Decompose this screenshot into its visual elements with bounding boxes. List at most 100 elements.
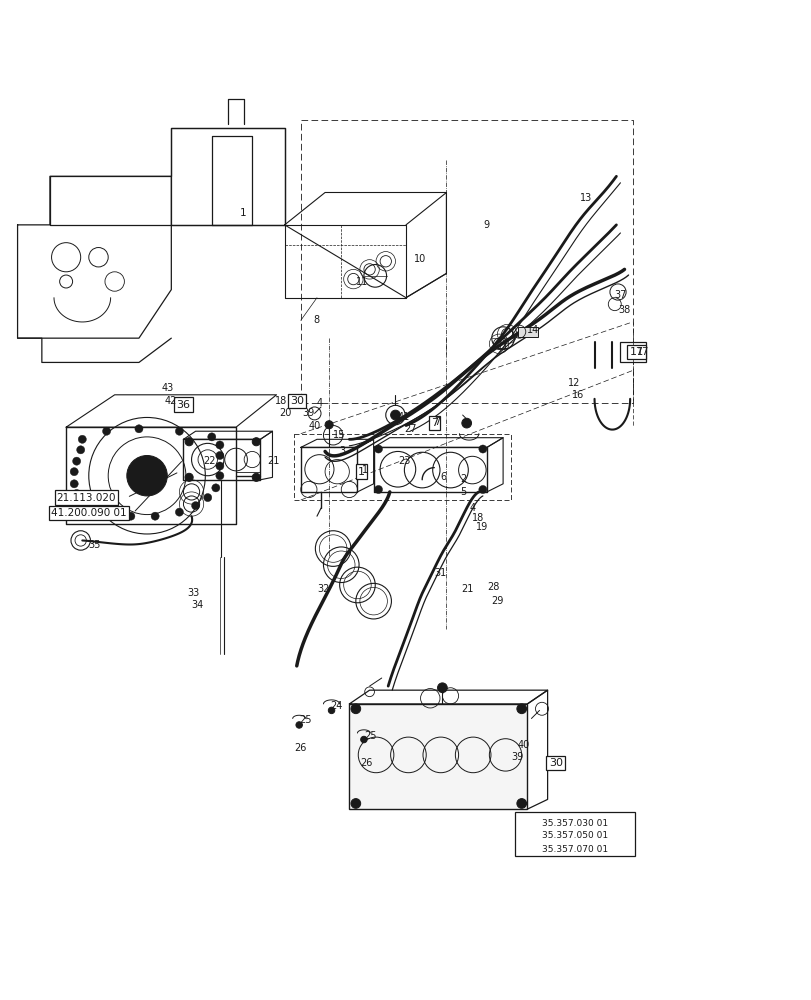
Text: 9: 9 [483, 220, 488, 230]
Text: 23: 23 [397, 456, 410, 466]
Circle shape [374, 485, 382, 494]
Text: 35: 35 [88, 540, 101, 550]
Circle shape [76, 446, 84, 454]
Circle shape [102, 508, 110, 516]
Text: 22: 22 [204, 456, 216, 466]
Text: 11: 11 [355, 277, 367, 287]
Text: 18: 18 [472, 513, 484, 523]
Circle shape [390, 410, 400, 420]
Circle shape [204, 494, 212, 502]
Circle shape [252, 473, 260, 481]
Text: 43: 43 [161, 383, 174, 393]
Circle shape [212, 484, 220, 492]
Circle shape [350, 799, 360, 808]
Text: 37: 37 [614, 290, 626, 300]
Text: 13: 13 [579, 193, 591, 203]
Text: 41: 41 [397, 412, 410, 422]
Text: 39: 39 [302, 408, 315, 418]
Text: 30: 30 [290, 396, 303, 406]
Circle shape [78, 435, 86, 443]
Circle shape [216, 472, 224, 480]
Circle shape [478, 485, 487, 494]
Circle shape [191, 502, 200, 510]
Bar [517, 327, 537, 337]
Text: 19: 19 [476, 522, 488, 532]
Text: 39: 39 [511, 752, 523, 762]
Text: 17: 17 [629, 347, 643, 357]
Text: 41.200.090 01: 41.200.090 01 [51, 508, 127, 518]
Circle shape [360, 736, 367, 743]
Text: 11: 11 [496, 341, 508, 351]
Circle shape [295, 722, 302, 728]
Text: 26: 26 [294, 743, 307, 753]
Text: 30: 30 [548, 758, 562, 768]
Text: 4: 4 [469, 503, 474, 513]
Text: 2: 2 [460, 474, 466, 484]
Text: 4: 4 [316, 398, 323, 408]
Bar [349, 704, 526, 809]
Text: 40: 40 [308, 421, 320, 431]
Text: 21: 21 [461, 584, 473, 594]
Text: 20: 20 [279, 408, 291, 418]
Circle shape [350, 704, 360, 714]
Circle shape [328, 707, 334, 714]
Text: 7: 7 [434, 417, 440, 427]
Text: 24: 24 [330, 701, 343, 711]
Circle shape [461, 418, 471, 428]
Text: 25: 25 [363, 731, 376, 741]
Circle shape [185, 473, 193, 481]
Text: 31: 31 [434, 568, 446, 578]
Circle shape [185, 438, 193, 446]
Text: 35.357.070 01: 35.357.070 01 [542, 845, 607, 854]
Circle shape [324, 421, 333, 429]
Text: 35.357.030 01: 35.357.030 01 [542, 819, 607, 828]
Text: 16: 16 [571, 390, 583, 400]
Circle shape [437, 683, 447, 693]
Text: 21: 21 [267, 456, 279, 466]
Text: 6: 6 [440, 472, 445, 482]
Circle shape [70, 480, 78, 488]
Circle shape [72, 489, 80, 498]
Circle shape [127, 512, 135, 520]
Text: 14: 14 [526, 325, 539, 335]
Circle shape [517, 704, 526, 714]
Circle shape [175, 427, 183, 435]
Text: 1: 1 [358, 467, 364, 477]
Text: 17: 17 [636, 347, 648, 357]
Circle shape [70, 468, 78, 476]
Text: 1: 1 [240, 208, 247, 218]
Text: 34: 34 [191, 600, 204, 610]
Circle shape [72, 457, 80, 465]
Circle shape [517, 799, 526, 808]
Text: 40: 40 [517, 740, 530, 750]
Text: 36: 36 [176, 400, 191, 410]
Circle shape [127, 455, 167, 496]
Circle shape [216, 462, 224, 470]
Text: 12: 12 [567, 378, 580, 388]
Text: 3: 3 [339, 446, 345, 456]
Text: 8: 8 [312, 315, 319, 325]
Text: 15: 15 [333, 430, 345, 440]
Circle shape [78, 500, 86, 508]
Text: 21.113.020: 21.113.020 [57, 493, 116, 503]
Circle shape [374, 445, 382, 453]
Text: 29: 29 [491, 596, 503, 606]
Text: 10: 10 [414, 254, 426, 264]
Circle shape [135, 425, 143, 433]
Text: 26: 26 [359, 758, 371, 768]
Text: 28: 28 [487, 582, 499, 592]
Text: 33: 33 [187, 588, 200, 598]
Circle shape [478, 445, 487, 453]
Text: 5: 5 [460, 487, 466, 497]
Text: 7: 7 [430, 418, 437, 428]
Text: 25: 25 [298, 715, 311, 725]
Bar [515, 812, 634, 856]
Circle shape [151, 512, 159, 520]
Text: 1: 1 [361, 465, 367, 475]
Circle shape [216, 441, 224, 449]
Text: 18: 18 [275, 396, 287, 406]
Bar [620, 342, 646, 362]
Circle shape [102, 427, 110, 435]
Text: 38: 38 [617, 305, 629, 315]
Circle shape [175, 508, 183, 516]
